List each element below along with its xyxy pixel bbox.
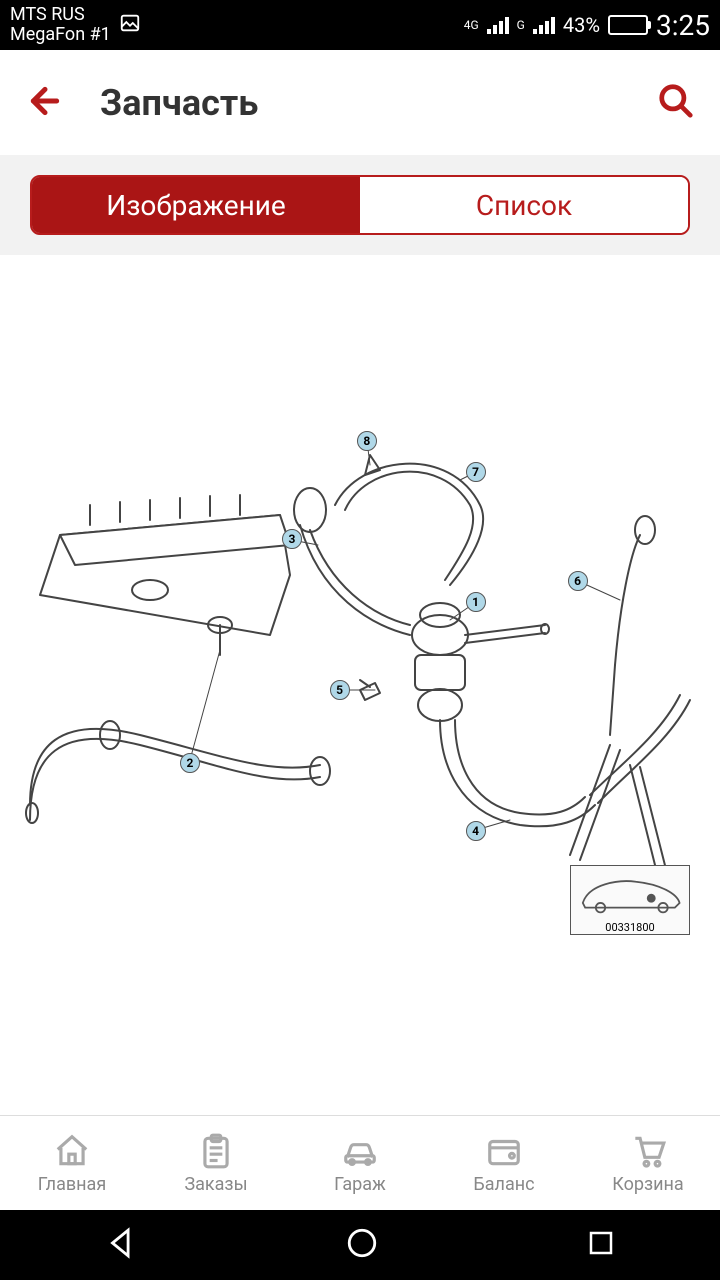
carrier-1: MTS RUS	[10, 5, 111, 25]
tab-cart-label: Корзина	[612, 1174, 683, 1195]
tab-orders-label: Заказы	[184, 1174, 247, 1195]
app-header: Запчасть	[0, 50, 720, 155]
home-icon	[53, 1132, 91, 1170]
battery-pct: 43%	[563, 13, 600, 37]
page-title: Запчасть	[100, 82, 622, 124]
carrier-text: MTS RUS MegaFon #1	[10, 5, 111, 45]
signal-icon-2	[533, 16, 555, 34]
nav-recent[interactable]	[556, 1218, 646, 1272]
clipboard-icon	[197, 1132, 235, 1170]
search-button[interactable]	[657, 82, 695, 124]
tab-image[interactable]: Изображение	[32, 177, 360, 233]
net-label-1: 4G	[464, 18, 479, 32]
nav-home[interactable]	[315, 1216, 409, 1274]
app-body: Запчасть Изображение Список	[0, 50, 720, 1210]
callout-6[interactable]: 6	[568, 571, 588, 591]
callout-8[interactable]: 8	[357, 431, 377, 451]
picture-icon	[119, 12, 141, 39]
tab-group: Изображение Список	[30, 175, 690, 235]
carrier-2: MegaFon #1	[10, 25, 111, 45]
part-diagram[interactable]: 1 2 3 4 5 6 7 8 00331800	[20, 425, 700, 945]
nav-back[interactable]	[74, 1216, 168, 1274]
callout-5[interactable]: 5	[330, 680, 350, 700]
tab-balance-label: Баланс	[473, 1174, 534, 1195]
tab-container: Изображение Список	[0, 155, 720, 255]
tab-home-label: Главная	[38, 1174, 106, 1195]
status-right: 4G G 43% 3:25	[464, 9, 710, 42]
battery-icon	[608, 15, 648, 35]
cart-icon	[629, 1132, 667, 1170]
car-icon	[571, 866, 689, 921]
tab-orders[interactable]: Заказы	[144, 1116, 288, 1210]
callout-4[interactable]: 4	[466, 821, 486, 841]
callout-7[interactable]: 7	[466, 462, 486, 482]
android-navbar	[0, 1210, 720, 1280]
callout-1[interactable]: 1	[466, 592, 486, 612]
signal-icon-1	[487, 16, 509, 34]
tab-garage-label: Гараж	[334, 1174, 386, 1195]
callout-2[interactable]: 2	[180, 753, 200, 773]
inset-code: 00331800	[605, 921, 654, 934]
tab-home[interactable]: Главная	[0, 1116, 144, 1210]
bottom-tabbar: Главная Заказы Гараж Баланс Корзина	[0, 1115, 720, 1210]
tab-garage[interactable]: Гараж	[288, 1116, 432, 1210]
clock: 3:25	[656, 9, 710, 42]
callout-3[interactable]: 3	[282, 529, 302, 549]
content-area[interactable]: 1 2 3 4 5 6 7 8 00331800	[0, 255, 720, 1115]
tab-list[interactable]: Список	[360, 177, 688, 233]
tab-cart[interactable]: Корзина	[576, 1116, 720, 1210]
status-left: MTS RUS MegaFon #1	[10, 5, 141, 45]
status-bar: MTS RUS MegaFon #1 4G G 43% 3:25	[0, 0, 720, 50]
net-label-2: G	[517, 18, 525, 32]
back-button[interactable]	[25, 81, 65, 125]
tab-balance[interactable]: Баланс	[432, 1116, 576, 1210]
car-icon	[341, 1132, 379, 1170]
diagram-inset: 00331800	[570, 865, 690, 935]
wallet-icon	[485, 1132, 523, 1170]
